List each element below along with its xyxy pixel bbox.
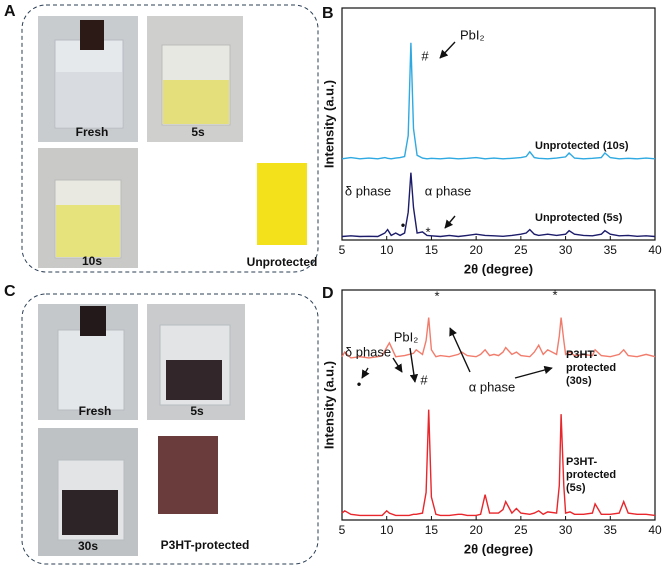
annotation: • (401, 217, 406, 232)
x-tick-label: 35 (604, 523, 618, 537)
photo-5s-a (147, 16, 243, 142)
photo-caption: Unprotected (247, 255, 318, 269)
panel-letter: C (4, 283, 16, 300)
x-tick-label: 10 (380, 243, 394, 257)
x-tick-label: 5 (339, 243, 346, 257)
x-tick-label: 20 (469, 243, 483, 257)
panel-letter: B (322, 5, 334, 22)
arrow (361, 367, 370, 379)
panel-letter: D (322, 285, 334, 302)
y-axis-label: Intensity (a.u.) (321, 361, 336, 449)
photo-film-a (257, 163, 307, 245)
arrow (439, 41, 456, 59)
annotation: α phase (425, 183, 472, 198)
annotation: δ phase (345, 344, 391, 359)
photo-caption: Fresh (76, 125, 109, 139)
photo-film-c (158, 436, 218, 514)
photo-caption: P3HT-protected (161, 538, 250, 552)
y-axis-label: Intensity (a.u.) (321, 80, 336, 168)
x-tick-label: 15 (425, 243, 439, 257)
arrow (392, 357, 403, 373)
annotation: δ phase (345, 183, 391, 198)
series-label: Unprotected (5s) (535, 212, 623, 224)
plot-frame (341, 289, 656, 521)
x-tick-label: 30 (559, 523, 573, 537)
photo-caption: 5s (190, 404, 204, 418)
x-tick-label: 30 (559, 243, 573, 257)
series-label: P3HT-protected (30s) (566, 349, 617, 387)
annotation: * (552, 287, 557, 302)
arrow (444, 215, 456, 229)
series-label: Unprotected (10s) (535, 140, 629, 152)
panel-letter: A (4, 3, 16, 20)
panel-frame (21, 4, 319, 273)
xrd-line (341, 409, 656, 517)
photo-caption: Fresh (79, 404, 112, 418)
series-label: P3HT-protected (5s) (566, 456, 617, 494)
x-tick-label: 5 (339, 523, 346, 537)
annotation: • (357, 376, 362, 391)
photo-5s-c (147, 304, 245, 420)
annotation: PbI₂ (394, 329, 419, 344)
panel-frame (21, 293, 319, 565)
annotation: # (421, 48, 429, 63)
xrd-line (341, 42, 656, 160)
x-tick-label: 25 (514, 243, 528, 257)
photo-caption: 10s (82, 254, 102, 268)
annotation: * (425, 224, 430, 239)
xrd-line (341, 317, 656, 359)
plot-frame (341, 7, 656, 241)
arrow (409, 347, 419, 383)
photo-caption: 5s (191, 125, 205, 139)
x-tick-label: 35 (604, 243, 618, 257)
photo-30s-c (38, 428, 138, 556)
x-tick-label: 10 (380, 523, 394, 537)
photo-10s-a (38, 148, 138, 268)
x-axis-label: 2θ (degree) (464, 541, 533, 556)
x-axis-label: 2θ (degree) (464, 261, 533, 276)
annotation: α phase (469, 379, 516, 394)
x-tick-label: 20 (469, 523, 483, 537)
photo-fresh-c (38, 304, 138, 420)
x-tick-label: 25 (514, 523, 528, 537)
annotation: * (434, 288, 439, 303)
x-tick-label: 40 (648, 243, 662, 257)
arrow (514, 365, 553, 379)
xrd-line (341, 172, 656, 238)
annotation: # (420, 372, 428, 387)
x-tick-label: 40 (648, 523, 662, 537)
photo-fresh-a (38, 16, 138, 142)
annotation: PbI₂ (460, 27, 485, 42)
arrow (449, 327, 471, 373)
x-tick-label: 15 (425, 523, 439, 537)
photo-caption: 30s (78, 539, 98, 553)
